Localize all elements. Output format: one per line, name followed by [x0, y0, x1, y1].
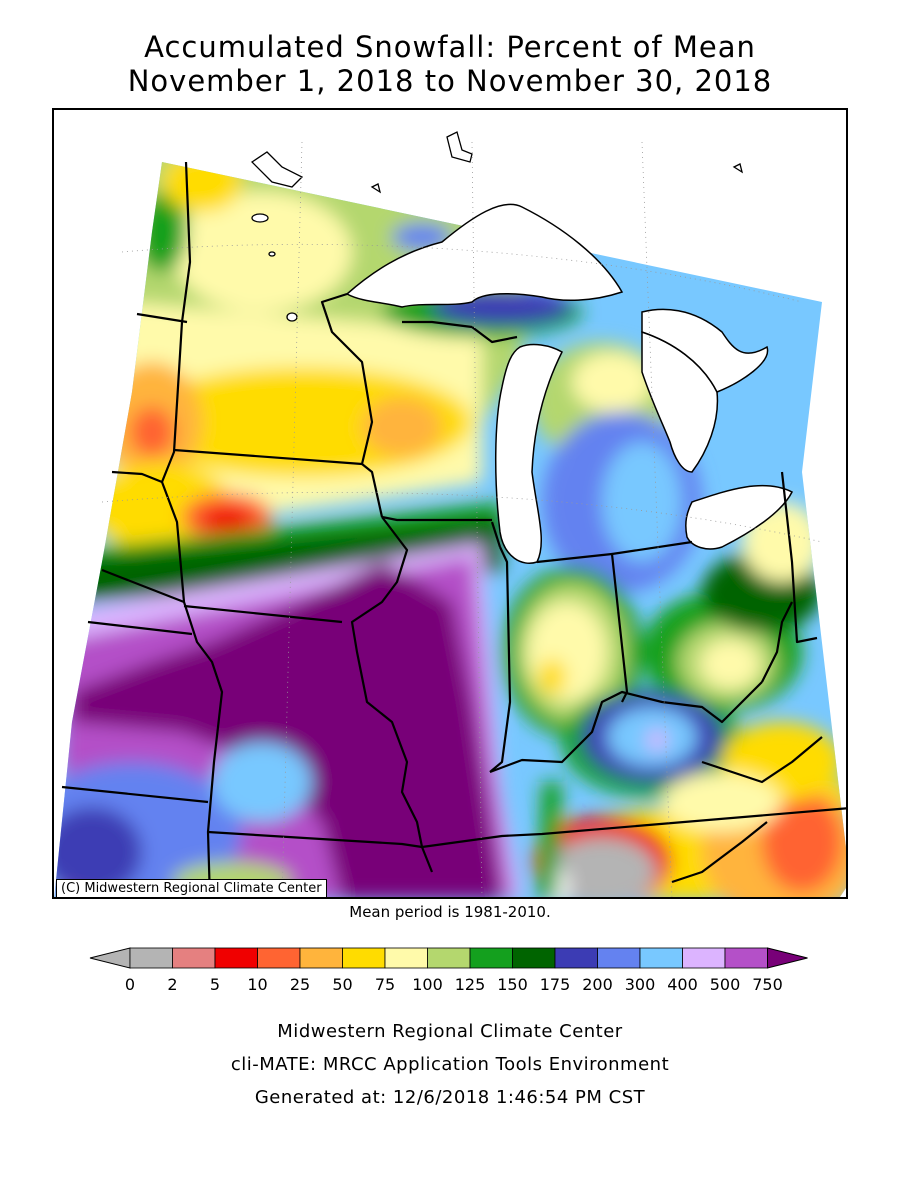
legend-swatch-10 — [554, 947, 598, 969]
copyright-label: (C) Midwestern Regional Climate Center — [56, 879, 327, 898]
legend-tick-9: 150 — [497, 975, 528, 994]
legend-tick-2: 5 — [209, 975, 221, 994]
legend-tick-labels: 0 2 5 10 25 50 75 100 125 150 175 200 300 400 500 750 — [0, 975, 900, 995]
legend-tick-5: 50 — [332, 975, 353, 994]
legend-swatch-9 — [512, 947, 556, 969]
legend-tick-7: 100 — [412, 975, 443, 994]
legend-tick-6: 75 — [374, 975, 396, 994]
legend-tick-13: 400 — [667, 975, 698, 994]
footer-generated: Generated at: 12/6/2018 1:46:54 PM CST — [254, 1087, 646, 1108]
legend-swatch-13 — [682, 947, 726, 969]
legend-swatch-11 — [597, 947, 641, 969]
map-title-line2: November 1, 2018 to November 30, 2018 — [127, 64, 773, 98]
legend-tick-15: 750 — [752, 975, 783, 994]
legend-tick-8: 125 — [454, 975, 486, 994]
legend-tick-0: 0 — [124, 975, 136, 994]
legend-tick-4: 25 — [289, 975, 311, 994]
legend-swatch-1 — [172, 947, 216, 969]
legend-underflow-arrow — [89, 947, 131, 969]
great-lakes — [345, 203, 794, 564]
islands — [250, 131, 744, 322]
legend-tick-3: 10 — [247, 975, 268, 994]
legend-tick-1: 2 — [167, 975, 178, 994]
state-borders — [61, 161, 846, 897]
legend-overflow-arrow — [767, 947, 808, 969]
legend-swatch-14 — [724, 947, 768, 969]
legend-tick-12: 300 — [624, 975, 656, 994]
legend-swatch-0 — [129, 947, 173, 969]
map-canvas — [54, 110, 846, 897]
legend-tick-10: 175 — [539, 975, 571, 994]
legend-tick-14: 500 — [709, 975, 741, 994]
legend-swatch-2 — [214, 947, 258, 969]
footer-org: Midwestern Regional Climate Center — [277, 1021, 623, 1042]
legend-swatch-8 — [469, 947, 513, 969]
legend-swatch-4 — [299, 947, 343, 969]
legend-swatch-5 — [342, 947, 386, 969]
footer-tool: cli-MATE: MRCC Application Tools Environ… — [230, 1054, 670, 1075]
mean-period-note: Mean period is 1981-2010. — [349, 903, 551, 921]
legend-tick-11: 200 — [582, 975, 613, 994]
legend-swatch-12 — [639, 947, 683, 969]
color-legend — [89, 947, 808, 969]
legend-swatch-3 — [257, 947, 301, 969]
legend-swatch-6 — [384, 947, 428, 969]
map-title-line1: Accumulated Snowfall: Percent of Mean — [144, 30, 756, 64]
snowfall-map — [52, 108, 848, 899]
legend-swatch-7 — [427, 947, 471, 969]
